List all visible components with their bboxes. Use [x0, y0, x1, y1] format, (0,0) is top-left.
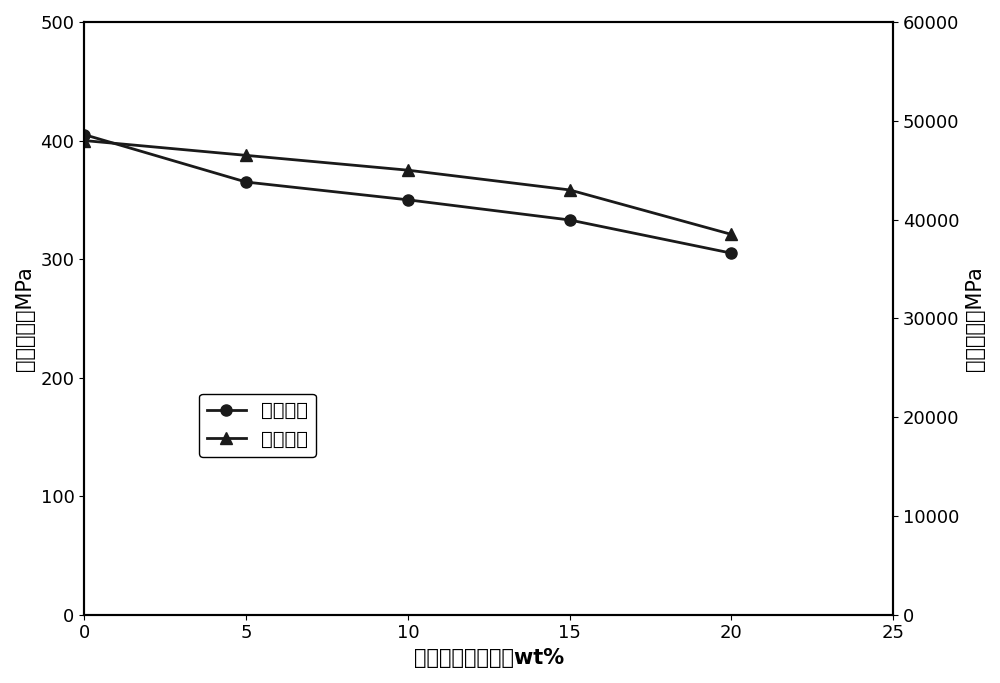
X-axis label: 胶凝酸酸液浓度，wt%: 胶凝酸酸液浓度，wt% — [414, 648, 564, 668]
Y-axis label: 杨氏模量，MPa: 杨氏模量，MPa — [965, 266, 985, 371]
表面硬度 — [402, 196, 414, 204]
Line: 表面硬度: 表面硬度 — [79, 129, 737, 259]
Y-axis label: 表面硬度，MPa: 表面硬度，MPa — [15, 266, 35, 371]
Line: 杨氏模量: 杨氏模量 — [79, 135, 737, 240]
杨氏模量 — [725, 230, 737, 238]
杨氏模量 — [240, 151, 252, 159]
表面硬度 — [78, 130, 90, 139]
杨氏模量 — [78, 137, 90, 145]
Legend: 表面硬度, 杨氏模量: 表面硬度, 杨氏模量 — [199, 393, 316, 457]
表面硬度 — [725, 249, 737, 257]
杨氏模量 — [564, 186, 576, 194]
表面硬度 — [240, 178, 252, 186]
杨氏模量 — [402, 166, 414, 174]
表面硬度 — [564, 216, 576, 224]
